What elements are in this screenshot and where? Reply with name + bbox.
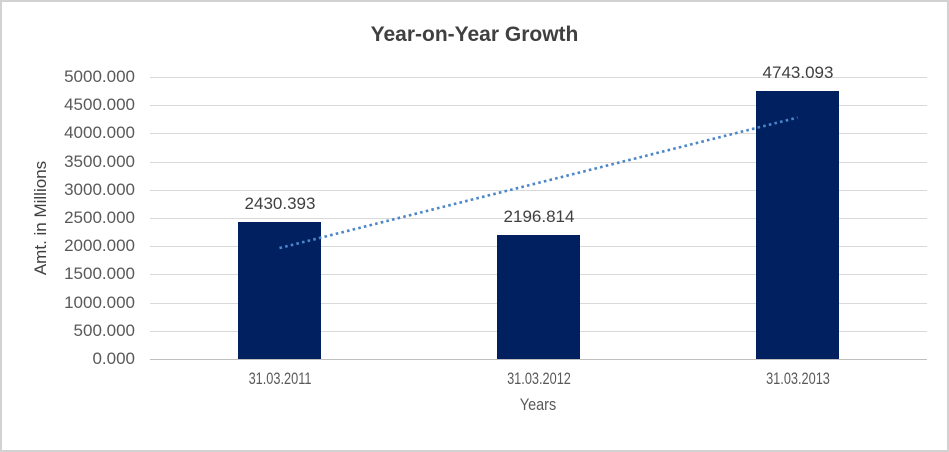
bar-data-label: 2196.814 <box>503 207 575 226</box>
y-axis-tick-label: 5000.000 <box>64 67 135 86</box>
bar-data-label: 4743.093 <box>762 63 834 82</box>
y-axis-tick-label: 3500.000 <box>64 152 135 171</box>
y-axis-tick-label: 2000.000 <box>64 236 135 255</box>
chart-title: Year-on-Year Growth <box>370 23 579 46</box>
y-axis-tick-label: 4000.000 <box>64 123 135 142</box>
plot-area: 2430.393 2196.814 4743.093 <box>150 63 927 360</box>
bar-31.03.2012 <box>497 235 580 359</box>
y-axis-tick-label: 1000.000 <box>64 293 135 312</box>
x-axis-tick-label: 31.03.2011 <box>248 369 312 388</box>
y-axis-tick-label: 2500.000 <box>64 208 135 227</box>
x-axis-tick-label: 31.03.2012 <box>507 369 571 388</box>
bar-31.03.2013 <box>756 91 839 359</box>
x-axis-tick-label: 31.03.2013 <box>766 369 830 388</box>
y-axis-tick-label: 3000.000 <box>64 180 135 199</box>
y-axis-tick-label: 4500.000 <box>64 95 135 114</box>
gridline <box>150 77 927 78</box>
y-axis-tick-label: 0.000 <box>92 349 135 368</box>
x-axis-line <box>150 359 927 360</box>
y-axis-tick-label: 500.000 <box>73 321 135 340</box>
bar-31.03.2011 <box>238 222 321 359</box>
y-axis-tick-label: 1500.000 <box>64 264 135 283</box>
bar-data-label: 2430.393 <box>244 194 316 213</box>
gridline <box>150 105 927 106</box>
x-axis-title: Years <box>519 395 557 414</box>
